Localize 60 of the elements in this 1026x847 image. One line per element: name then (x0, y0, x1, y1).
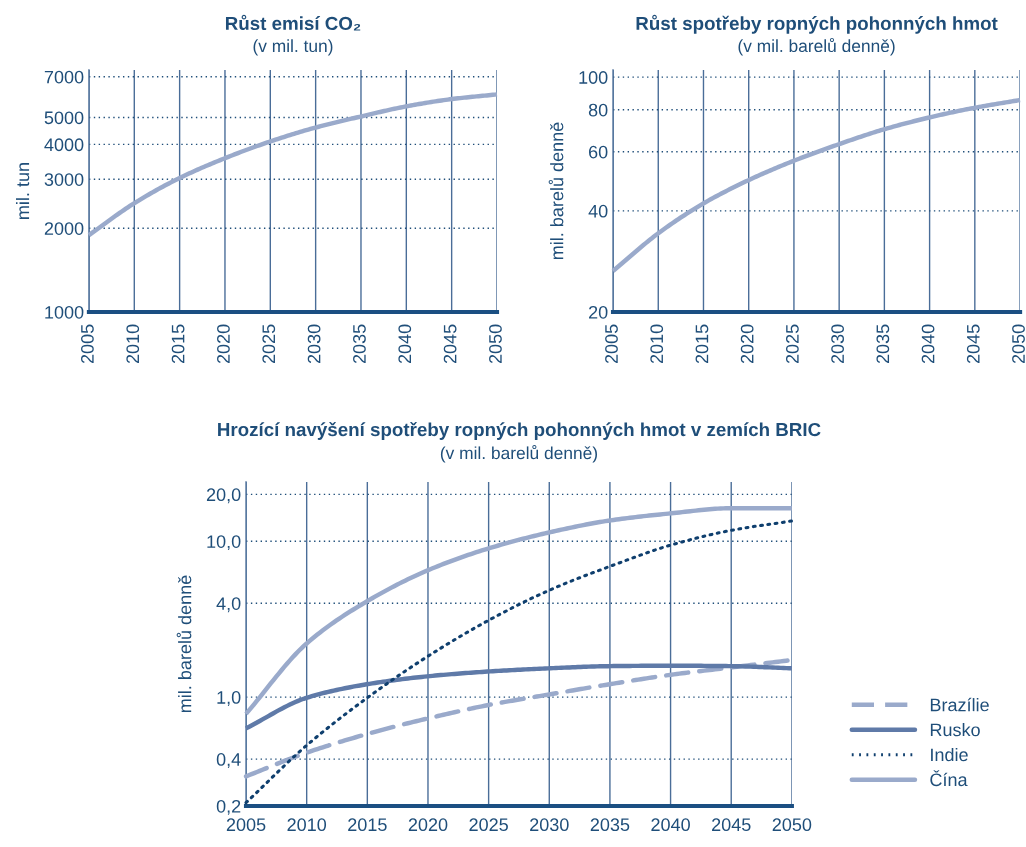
x-tick-label: 2010 (287, 818, 327, 832)
x-tick-label: 2050 (489, 324, 502, 364)
y-axis-title: mil. barelů denně (548, 122, 564, 260)
x-tick-label: 2035 (876, 324, 890, 364)
y-tick-label: 1,0 (217, 691, 241, 706)
x-tick-label: 2020 (217, 324, 230, 364)
x-tick-label: 2025 (262, 324, 276, 364)
x-tick-label: 2040 (921, 324, 935, 364)
y-tick-label: 4000 (44, 138, 84, 152)
x-tick-label: 2030 (831, 324, 844, 364)
y-tick-label: 80 (588, 103, 608, 117)
x-tick-label: 2015 (348, 818, 387, 832)
chart-title: Růst emisí CO₂ (225, 14, 361, 31)
x-tick-label: 2045 (712, 818, 751, 832)
legend-label: Indie (931, 747, 968, 762)
y-tick-label: 0,4 (216, 753, 241, 768)
y-tick-label: 1000 (45, 305, 84, 319)
legend-label: Brazílie (930, 697, 989, 712)
y-tick-label: 20 (589, 305, 608, 319)
x-tick-label: 2040 (651, 818, 690, 832)
y-axis-title: mil. tun (15, 163, 30, 219)
chart-title: Růst spotřeby ropných pohonných hmot (636, 14, 998, 34)
x-tick-label: 2020 (408, 818, 448, 832)
y-tick-label: 40 (588, 204, 608, 218)
x-tick-label: 2020 (740, 324, 754, 364)
y-axis-title: mil. barelů denně (176, 575, 192, 713)
y-tick-label: 100 (579, 71, 608, 84)
x-tick-label: 2035 (590, 818, 630, 832)
x-tick-label: 2015 (171, 324, 185, 364)
x-tick-label: 2045 (443, 324, 457, 364)
y-tick-label: 60 (589, 145, 608, 159)
y-tick-label: 5000 (44, 111, 84, 125)
y-tick-label: 10,0 (207, 535, 241, 551)
x-tick-label: 2010 (126, 324, 140, 364)
x-tick-label: 2040 (398, 324, 412, 364)
chart-subtitle: (v mil. tun) (253, 39, 333, 56)
y-tick-label: 4,0 (216, 597, 241, 613)
x-tick-label: 2010 (650, 324, 664, 364)
x-tick-label: 2005 (605, 324, 618, 364)
chart-subtitle: (v mil. barelů denně) (440, 444, 597, 463)
x-tick-label: 2025 (785, 324, 799, 364)
x-tick-label: 2030 (530, 818, 569, 832)
y-tick-label: 7000 (44, 70, 84, 84)
x-tick-label: 2045 (966, 324, 980, 364)
chart-title: Hrozící navýšení spotřeby ropných pohonných hmot v zemích BRIC (218, 422, 821, 440)
x-tick-label: 2050 (772, 818, 812, 832)
legend-label: Rusko (930, 723, 980, 737)
chart-subtitle: (v mil. barelů denně) (738, 37, 895, 56)
x-tick-label: 2030 (307, 324, 321, 364)
y-tick-label: 0,2 (216, 799, 241, 815)
y-tick-label: 20,0 (206, 488, 241, 504)
x-tick-label: 2015 (695, 324, 709, 364)
legend-label: Čína (930, 770, 968, 787)
x-tick-label: 2025 (469, 818, 508, 832)
y-tick-label: 2000 (44, 222, 84, 235)
x-tick-label: 2005 (226, 818, 266, 832)
x-tick-label: 2050 (1012, 324, 1025, 364)
y-tick-label: 3000 (44, 173, 84, 186)
x-tick-label: 2005 (81, 324, 94, 364)
x-tick-label: 2035 (353, 324, 366, 364)
